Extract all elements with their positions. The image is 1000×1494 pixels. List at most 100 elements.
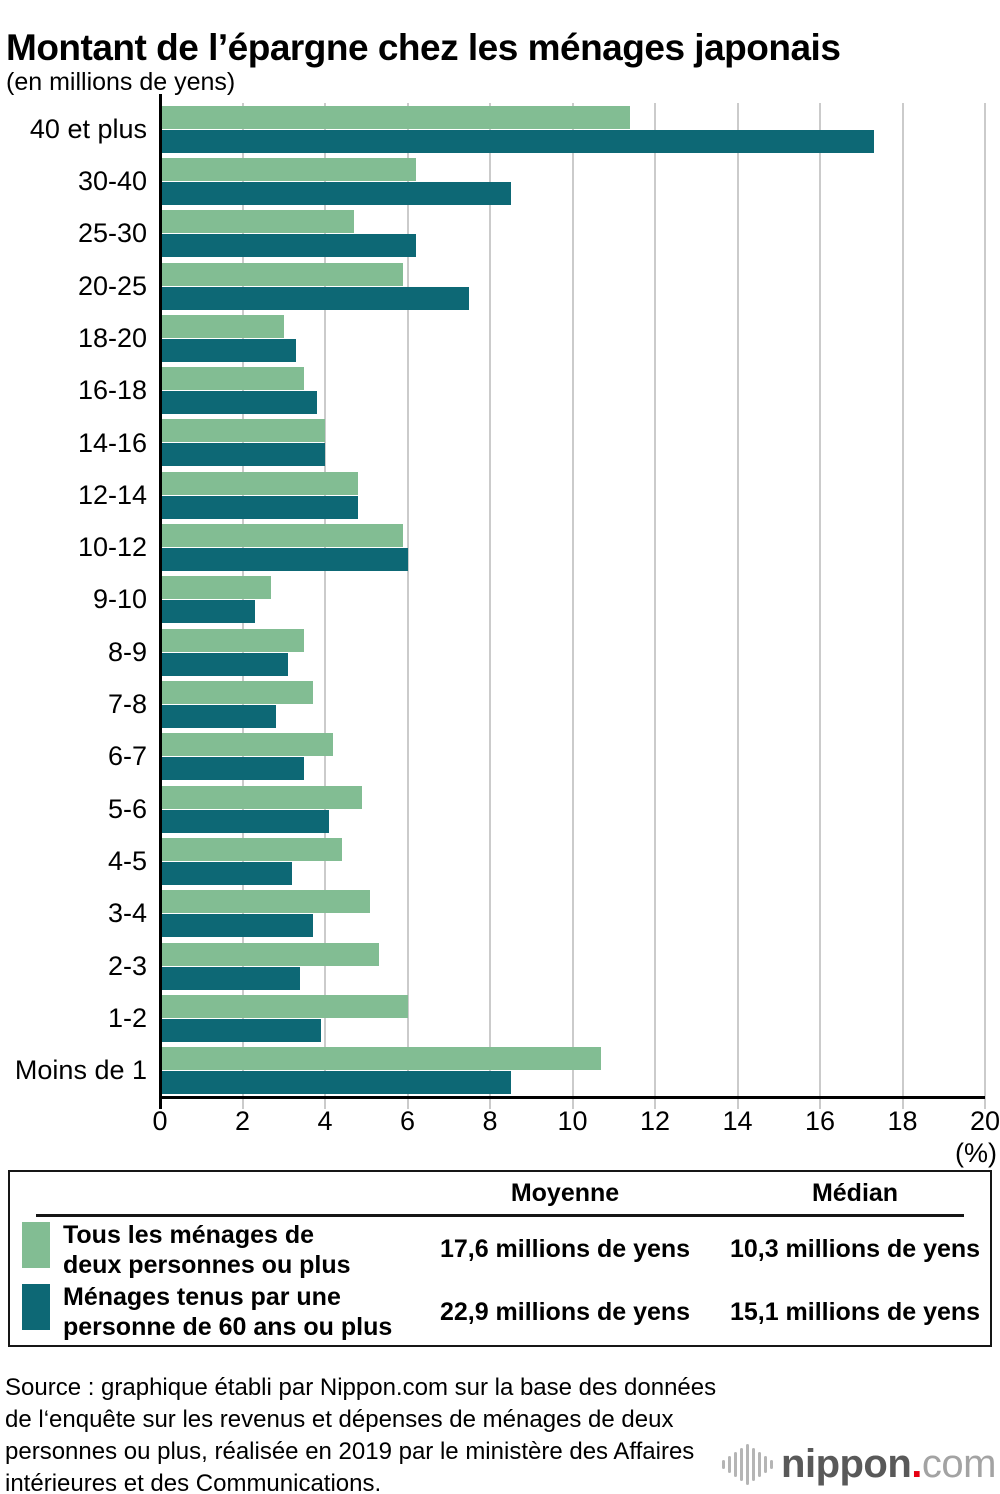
legend-median-value: 10,3 millions de yens <box>729 1235 981 1264</box>
category-bars <box>160 835 985 887</box>
category-label: 20-25 <box>77 270 147 301</box>
bar-senior-households <box>160 757 305 781</box>
category-bars <box>160 940 985 992</box>
legend-row: Tous les ménages de deux personnes ou plu… <box>10 1220 990 1280</box>
category-row: 12-14 <box>0 469 985 521</box>
category-bars <box>160 888 985 940</box>
bar-all-households <box>160 367 305 391</box>
gridline-x-20 <box>984 103 986 1109</box>
category-bars <box>160 574 985 626</box>
bar-senior-households <box>160 705 276 729</box>
bar-all-households <box>160 419 325 443</box>
category-bars <box>160 208 985 260</box>
x-tick-label: 14 <box>722 1106 753 1136</box>
bar-all-households <box>160 157 416 181</box>
category-bars <box>160 678 985 730</box>
soundwave-icon <box>721 1440 774 1488</box>
bar-senior-households <box>160 966 301 990</box>
legend-label: Tous les ménages de deux personnes ou plu… <box>63 1220 351 1279</box>
category-bars <box>160 783 985 835</box>
gridline-x-6 <box>406 103 409 1109</box>
category-label: 1-2 <box>107 1002 147 1033</box>
bar-senior-households <box>160 286 470 310</box>
category-label: 16-18 <box>77 375 147 406</box>
category-row: 10-12 <box>0 522 985 574</box>
category-row: 7-8 <box>0 678 985 730</box>
bar-all-households <box>160 994 408 1018</box>
bar-senior-households <box>160 600 255 624</box>
x-tick-label: 18 <box>887 1106 918 1136</box>
category-label: 25-30 <box>77 218 147 249</box>
column-header-moyenne: Moyenne <box>510 1178 620 1207</box>
bar-senior-households <box>160 914 313 938</box>
legend-swatch-green <box>22 1221 50 1268</box>
bar-senior-households <box>160 129 874 153</box>
bar-all-households <box>160 733 334 757</box>
category-label: 8-9 <box>107 636 147 667</box>
category-row: 6-7 <box>0 731 985 783</box>
legend-label-cell: Tous les ménages de deux personnes ou plu… <box>10 1220 410 1280</box>
x-tick-label: 20 <box>969 1106 1000 1136</box>
category-row: 5-6 <box>0 783 985 835</box>
bar-senior-households <box>160 443 325 467</box>
legend-table: Moyenne Médian Tous les ménages de deux p… <box>8 1170 992 1347</box>
bar-senior-households <box>160 861 292 885</box>
category-bars <box>160 626 985 678</box>
x-tick-label: 16 <box>804 1106 836 1136</box>
category-label: 7-8 <box>107 689 147 720</box>
bar-senior-households <box>160 338 297 362</box>
bar-all-households <box>160 837 342 861</box>
legend-label: Ménages tenus par une personne de 60 ans … <box>63 1283 393 1342</box>
source-note: Source : graphique établi par Nippon.com… <box>5 1374 717 1494</box>
logo-tld: com <box>921 1441 997 1486</box>
bar-senior-households <box>160 1018 321 1042</box>
x-tick-label: 10 <box>557 1106 588 1136</box>
bar-senior-households <box>160 234 416 258</box>
x-axis-ticks: 0 2 4 6 8 10 12 14 16 18 20 <box>152 1106 1000 1138</box>
x-axis-unit: (%) <box>955 1138 997 1168</box>
category-bars <box>160 1045 985 1097</box>
bar-all-households <box>160 105 631 129</box>
category-label: Moins de 1 <box>14 1055 147 1086</box>
category-label: 14-16 <box>77 427 147 458</box>
category-bars <box>160 260 985 312</box>
category-bars <box>160 469 985 521</box>
bar-senior-households <box>160 809 330 833</box>
gridline-x-4 <box>324 103 326 1109</box>
category-label: 9-10 <box>92 584 147 615</box>
x-tick-label: 12 <box>639 1106 671 1136</box>
logo-dot: . <box>911 1441 922 1486</box>
legend-swatch-teal <box>22 1284 50 1331</box>
category-label: 12-14 <box>77 479 147 510</box>
gridline-x-16 <box>819 103 821 1109</box>
bar-all-households <box>160 576 272 600</box>
gridline-x-8 <box>489 103 491 1109</box>
category-bars <box>160 155 985 207</box>
category-label: 4-5 <box>107 846 147 877</box>
category-label: 30-40 <box>77 165 147 196</box>
category-row: 40 et plus <box>0 103 985 155</box>
bar-all-households <box>160 1047 602 1071</box>
column-header-median: Médian <box>811 1178 899 1207</box>
bar-all-households <box>160 942 379 966</box>
category-label: 18-20 <box>77 322 147 353</box>
gridline-x-18 <box>901 103 904 1109</box>
category-label: 5-6 <box>107 793 147 824</box>
category-bars <box>160 417 985 469</box>
category-bars <box>160 312 985 364</box>
bar-all-households <box>160 890 371 914</box>
category-row: 2-3 <box>0 940 985 992</box>
legend-label-cell: Ménages tenus par une personne de 60 ans … <box>10 1282 410 1342</box>
x-tick-label: 0 <box>152 1106 168 1136</box>
category-bars <box>160 522 985 574</box>
bar-senior-households <box>160 495 358 519</box>
x-tick-label: 8 <box>482 1106 498 1136</box>
gridline-x-12 <box>654 103 656 1109</box>
category-label: 40 et plus <box>29 113 147 144</box>
x-tick-label: 4 <box>317 1106 333 1136</box>
logo-wordmark: nippon.com <box>781 1442 996 1487</box>
legend-row: Ménages tenus par une personne de 60 ans … <box>10 1282 990 1342</box>
header-divider <box>36 1214 964 1217</box>
category-label: 2-3 <box>107 950 147 981</box>
